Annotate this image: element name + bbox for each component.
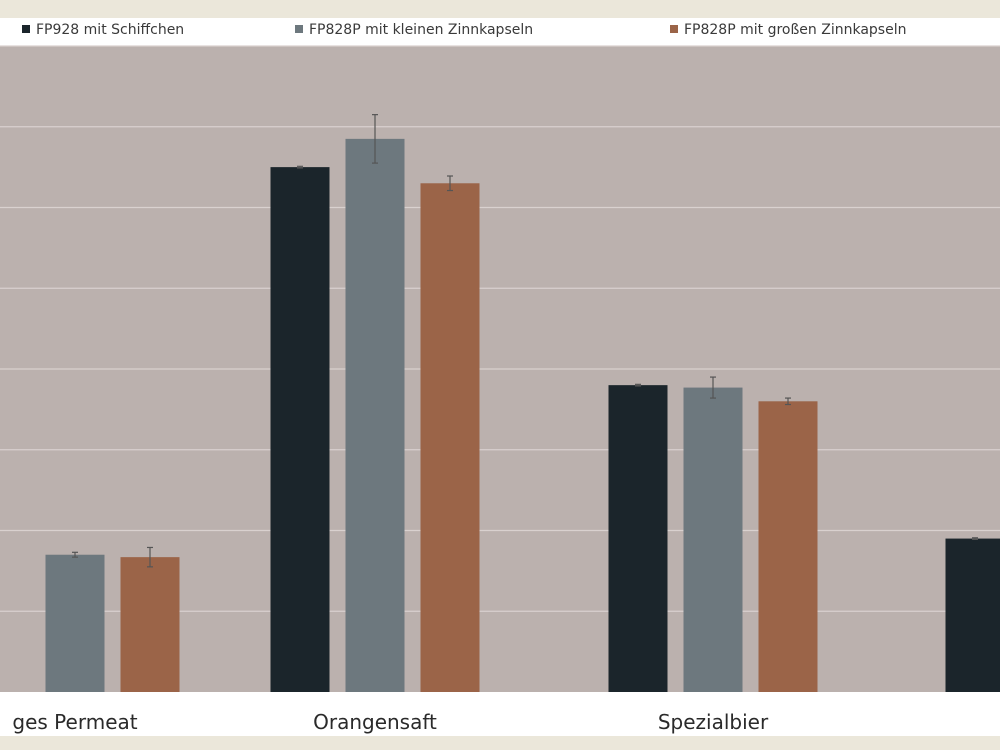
category-label: ges Permeat [12, 710, 137, 734]
legend-swatch [22, 25, 30, 33]
bar [45, 554, 105, 692]
legend-label: FP828P mit kleinen Zinnkapseln [309, 22, 533, 38]
legend-band [0, 18, 1000, 46]
category-label: Orangensaft [313, 710, 437, 734]
bar [608, 385, 668, 692]
category-label: Spezialbier [658, 710, 769, 734]
bar [420, 183, 480, 692]
bar [945, 538, 1000, 692]
legend-label: FP828P mit großen Zinnkapseln [684, 22, 906, 38]
category-band [0, 692, 1000, 736]
bar [758, 401, 818, 692]
bar [345, 138, 405, 693]
legend-swatch [670, 25, 678, 33]
bar [683, 387, 743, 692]
legend-swatch [295, 25, 303, 33]
bar [270, 167, 330, 692]
legend-label: FP928 mit Schiffchen [36, 22, 184, 38]
bar [120, 557, 180, 692]
